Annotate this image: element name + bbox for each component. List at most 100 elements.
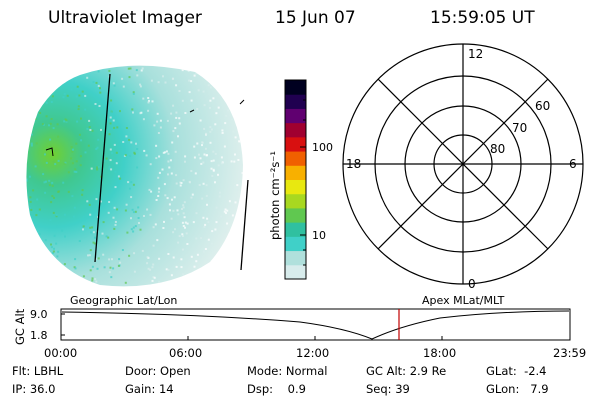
image-pixel — [38, 208, 41, 211]
image-pixel — [91, 265, 94, 268]
image-pixel — [50, 101, 53, 103]
image-pixel — [105, 235, 108, 238]
image-pixel — [40, 91, 43, 94]
image-pixel — [147, 65, 150, 66]
image-pixel — [151, 279, 154, 282]
image-pixel — [231, 118, 234, 121]
image-pixel — [100, 128, 102, 131]
image-pixel — [169, 159, 172, 162]
image-pixel — [133, 252, 136, 255]
image-pixel — [214, 123, 217, 126]
image-pixel — [239, 140, 242, 143]
image-pixel — [159, 63, 161, 65]
image-pixel — [159, 126, 162, 129]
image-pixel — [112, 267, 115, 270]
image-pixel — [62, 96, 65, 99]
image-pixel — [197, 89, 200, 92]
image-pixel — [72, 215, 75, 218]
image-pixel — [56, 255, 59, 258]
image-pixel — [182, 204, 185, 207]
image-pixel — [218, 195, 221, 198]
image-pixel — [166, 119, 169, 122]
image-pixel — [129, 154, 132, 157]
image-pixel — [88, 126, 91, 129]
image-pixel — [226, 209, 229, 212]
image-pixel — [36, 287, 38, 289]
image-pixel — [196, 108, 199, 110]
image-pixel — [133, 151, 136, 154]
image-pixel — [108, 69, 111, 72]
image-pixel — [231, 281, 234, 284]
image-pixel — [166, 197, 169, 200]
image-pixel — [182, 179, 185, 182]
image-pixel — [205, 154, 208, 157]
image-pixel — [153, 276, 156, 279]
image-pixel — [94, 103, 97, 105]
image-pixel — [234, 136, 237, 139]
image-pixel — [202, 216, 205, 219]
image-pixel — [109, 159, 112, 162]
image-pixel — [172, 77, 175, 80]
colorbar-tick-100: 100 — [312, 141, 333, 154]
image-pixel — [75, 171, 78, 173]
image-pixel — [26, 178, 28, 181]
image-pixel — [162, 151, 165, 154]
image-pixel — [147, 267, 150, 270]
image-pixel — [220, 277, 223, 280]
image-pixel — [31, 284, 33, 287]
image-pixel — [28, 91, 30, 94]
image-pixel — [182, 65, 185, 66]
seq-info: Seq: 39 — [366, 382, 410, 396]
image-pixel — [26, 235, 29, 237]
image-pixel — [210, 260, 213, 263]
image-pixel — [174, 150, 177, 153]
image-pixel — [206, 217, 209, 220]
image-pixel — [186, 243, 189, 245]
image-pixel — [52, 160, 55, 163]
image-pixel — [170, 172, 173, 175]
mlt-label-6: 6 — [569, 157, 577, 171]
colorbar-segment — [285, 165, 306, 180]
image-pixel — [37, 65, 40, 68]
image-pixel — [82, 215, 85, 218]
image-pixel — [152, 276, 155, 279]
image-pixel — [77, 108, 80, 111]
image-pixel — [84, 151, 87, 154]
image-pixel — [97, 84, 100, 87]
image-pixel — [215, 206, 218, 209]
image-pixel — [75, 66, 78, 69]
image-pixel — [119, 261, 122, 264]
image-pixel — [80, 139, 83, 142]
image-pixel — [238, 231, 241, 234]
image-pixel — [37, 106, 39, 109]
image-pixel — [205, 184, 208, 187]
timeline-x-tick: 23:59 — [553, 346, 586, 360]
image-pixel — [65, 119, 68, 122]
image-pixel — [187, 285, 189, 287]
image-pixel — [110, 111, 113, 114]
image-pixel — [249, 205, 251, 207]
image-pixel — [181, 99, 184, 102]
image-pixel — [72, 148, 74, 151]
image-pixel — [53, 234, 56, 237]
image-pixel — [209, 106, 211, 109]
image-pixel — [126, 231, 129, 234]
image-pixel — [217, 173, 219, 176]
image-pixel — [45, 255, 48, 258]
image-pixel — [96, 166, 99, 169]
image-pixel — [94, 278, 97, 281]
image-pixel — [203, 289, 205, 291]
image-pixel — [70, 157, 72, 160]
image-pixel — [110, 168, 113, 171]
image-pixel — [57, 190, 60, 193]
disk-shape — [26, 65, 243, 287]
image-pixel — [44, 255, 47, 258]
image-pixel — [175, 111, 178, 114]
image-pixel — [250, 182, 252, 184]
image-pixel — [181, 69, 184, 72]
image-pixel — [244, 202, 246, 204]
colorbar-segment — [285, 136, 306, 152]
image-pixel — [109, 148, 112, 151]
image-pixel — [87, 281, 90, 284]
image-pixel — [181, 233, 184, 236]
